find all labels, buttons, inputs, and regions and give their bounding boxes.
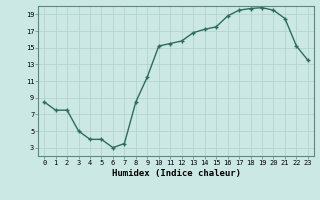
X-axis label: Humidex (Indice chaleur): Humidex (Indice chaleur) bbox=[111, 169, 241, 178]
